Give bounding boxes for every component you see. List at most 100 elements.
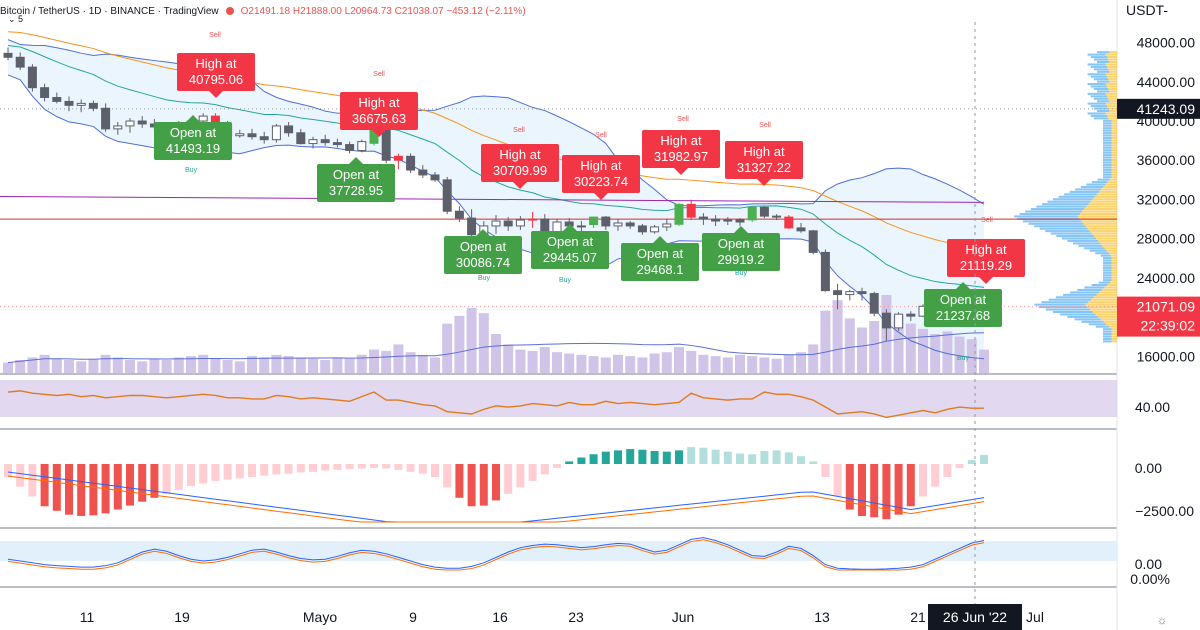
volume-profile-bar xyxy=(1105,83,1117,86)
macd-histogram-bar xyxy=(614,450,622,464)
macd-histogram-bar xyxy=(589,454,598,464)
volume-profile-bar xyxy=(1039,227,1088,230)
volume-bar xyxy=(369,349,379,373)
callout-arrow xyxy=(956,282,970,289)
volume-profile-bar xyxy=(1097,80,1110,83)
volume-profile-bar xyxy=(1103,119,1112,122)
time-tick-label: Jul xyxy=(1026,609,1044,625)
symbol-title[interactable]: Bitcoin / TetherUS · 1D · BINANCE · Trad… xyxy=(0,5,219,17)
price-tick-label: 44000.00 xyxy=(1137,74,1196,90)
volume-profile-bar xyxy=(1103,269,1112,272)
volume-profile-bar xyxy=(1093,78,1109,81)
callout-label: Open at xyxy=(333,167,380,182)
indicators-toggle[interactable]: ⌄ 5 xyxy=(8,14,24,24)
callout-label: 31982.97 xyxy=(654,149,708,164)
volume-profile-bar xyxy=(1106,249,1117,252)
volume-profile-bar xyxy=(1111,122,1117,125)
volume-profile-bar xyxy=(1107,284,1117,287)
callout-label: 40795.06 xyxy=(189,72,243,87)
volume-profile-bar xyxy=(1111,159,1117,162)
volume-profile-bar xyxy=(1034,225,1086,228)
volume-profile-bar xyxy=(1111,134,1117,137)
volume-profile-bar xyxy=(1101,288,1117,291)
candle-body xyxy=(332,142,342,146)
macd-histogram-bar xyxy=(455,464,464,498)
candle-body xyxy=(662,223,672,228)
current-price-label: 21071.09 xyxy=(1137,299,1196,315)
volume-bar xyxy=(893,315,904,373)
volume-bar xyxy=(356,354,367,373)
volume-profile-bar xyxy=(1111,330,1117,333)
macd-histogram-bar xyxy=(248,464,256,477)
volume-profile-bar xyxy=(1096,293,1117,296)
candle-body xyxy=(759,206,769,217)
volume-profile-bar xyxy=(1103,144,1112,147)
volume-bar xyxy=(539,347,550,373)
macd-histogram-bar xyxy=(150,464,159,498)
volume-profile-bar xyxy=(1086,205,1117,208)
volume-bar xyxy=(783,354,794,373)
macd-histogram-bar xyxy=(845,464,854,510)
signal-label-sell: Sell xyxy=(759,122,771,129)
macd-histogram-bar xyxy=(345,464,354,470)
volume-profile-bar xyxy=(1061,237,1097,240)
macd-histogram-bar xyxy=(601,451,610,464)
callout-label: High at xyxy=(580,158,622,173)
volume-profile-bar xyxy=(1111,119,1117,122)
chart-header: Bitcoin / TetherUS · 1D · BINANCE · Trad… xyxy=(0,0,526,22)
last-price-label: 41243.09 xyxy=(1137,101,1196,117)
volume-profile-bar xyxy=(1090,75,1108,78)
volume-bar xyxy=(698,354,709,373)
volume-bar xyxy=(442,323,453,373)
volume-bar xyxy=(466,308,477,373)
volume-profile-bar xyxy=(1083,222,1117,225)
volume-bar xyxy=(125,360,135,373)
volume-profile-bar xyxy=(1107,65,1117,68)
volume-bar xyxy=(942,331,953,373)
volume-profile-bar xyxy=(1103,271,1112,274)
volume-profile-bar xyxy=(1090,95,1108,98)
time-tick-label: Jun xyxy=(672,609,695,625)
ohlc-readout: O21491.18 H21888.00 L20964.73 C21038.07 … xyxy=(240,5,526,17)
volume-profile-bar xyxy=(1100,318,1117,321)
volume-profile-bar xyxy=(1111,149,1117,152)
countdown-label: 22:39:02 xyxy=(1141,318,1196,334)
volume-profile-bar xyxy=(1107,56,1117,59)
volume-bar xyxy=(222,360,233,373)
volume-profile-bar xyxy=(1078,244,1103,247)
candle-body xyxy=(406,155,416,171)
candle-body xyxy=(906,313,916,317)
volume-bar xyxy=(905,323,916,373)
rsi-band xyxy=(0,380,1117,417)
volume-profile-bar xyxy=(1103,337,1112,341)
macd-histogram-bar xyxy=(784,452,793,464)
signal-label-buy: Buy xyxy=(559,277,572,284)
volume-profile-bar xyxy=(1102,244,1117,247)
candle-body xyxy=(308,139,318,145)
volume-profile-bar xyxy=(1089,249,1107,252)
volume-profile-bar xyxy=(1103,146,1112,149)
macd-histogram-bar xyxy=(370,464,378,468)
callout-label: Open at xyxy=(718,236,765,251)
volume-profile-bar xyxy=(1111,337,1117,341)
candle-body xyxy=(576,225,586,228)
volume-profile-bar xyxy=(1048,298,1092,301)
volume-profile-bar xyxy=(1103,139,1112,142)
volume-profile-bar xyxy=(1091,298,1117,301)
callout-box xyxy=(154,122,232,160)
callout-label: Open at xyxy=(940,292,987,307)
volume-profile-bar xyxy=(1103,171,1112,174)
macd-histogram-bar xyxy=(77,464,86,516)
callout-label: Open at xyxy=(460,239,507,254)
volume-profile-bar xyxy=(1093,107,1109,110)
macd-histogram-bar xyxy=(309,464,317,472)
volume-bar xyxy=(930,334,941,373)
stoch-d-line xyxy=(7,539,985,571)
candle-body xyxy=(418,169,428,176)
volume-profile-bar xyxy=(1055,296,1094,299)
volume-profile-bar xyxy=(1081,220,1117,223)
macd-histogram-bar xyxy=(528,464,537,481)
volume-bar xyxy=(747,356,758,373)
settings-gear-icon: ☼ xyxy=(1157,613,1168,627)
